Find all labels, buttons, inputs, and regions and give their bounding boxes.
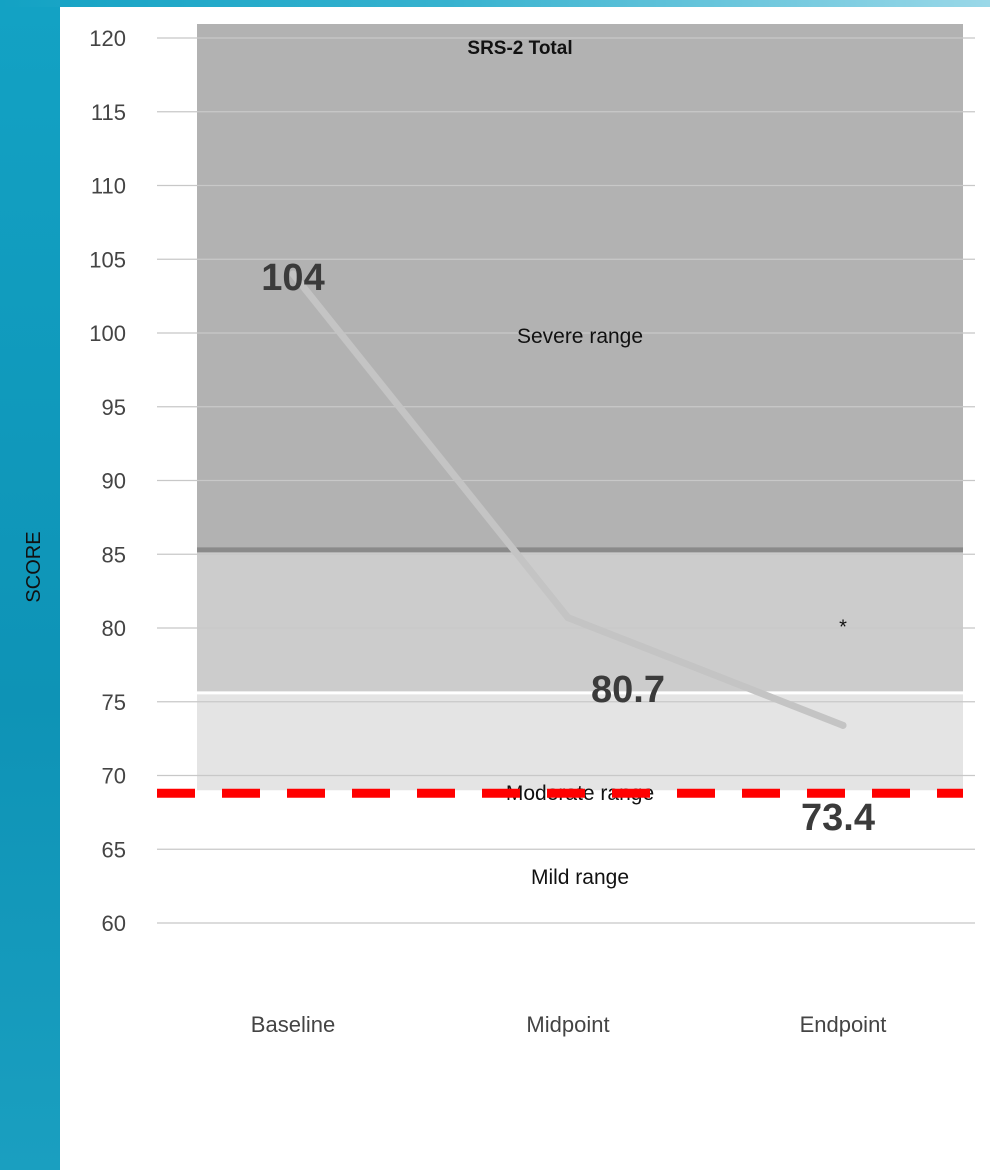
y-tick-label-115: 115 [91,100,126,125]
y-tick-labels: 60 65 70 75 80 85 90 95 100 105 110 115 120 [89,26,126,936]
data-labels: 104 80.7 73.4 [261,257,875,839]
band-label-mild-range: Mild range [531,866,629,889]
data-point-baseline [289,270,297,278]
y-tick-label-75: 75 [102,690,126,715]
x-category-label-endpoint: Endpoint [800,1012,887,1037]
y-tick-label-85: 85 [102,542,126,567]
series-group [289,270,847,729]
chart-title: SRS-2 Total [467,38,572,59]
data-label-endpoint: 73.4 [801,797,875,839]
x-category-labels: Baseline Midpoint Endpoint [251,1012,887,1037]
y-tick-label-70: 70 [102,764,126,789]
x-category-label-baseline: Baseline [251,1012,335,1037]
band-label-severe-range: Severe range [517,325,643,348]
annotations: * [839,617,847,639]
y-tick-label-80: 80 [102,616,126,641]
y-tick-label-120: 120 [89,26,126,51]
left-accent-band [0,0,60,1170]
significance-asterisk: * [839,617,847,639]
y-tick-label-95: 95 [102,395,126,420]
data-label-baseline: 104 [261,257,324,299]
data-point-endpoint [839,721,847,729]
y-tick-label-100: 100 [89,321,126,346]
x-category-label-midpoint: Midpoint [526,1012,609,1037]
data-label-midpoint: 80.7 [591,669,665,711]
top-accent-band [0,0,990,7]
gridlines [157,37,975,924]
y-tick-label-105: 105 [89,247,126,272]
y-tick-label-60: 60 [102,911,126,936]
y-tick-label-90: 90 [102,469,126,494]
y-axis-label: SCORE [23,531,45,602]
y-tick-label-65: 65 [102,837,126,862]
band-mild-range [197,692,963,791]
data-point-midpoint [564,614,572,622]
y-tick-label-110: 110 [91,174,126,199]
